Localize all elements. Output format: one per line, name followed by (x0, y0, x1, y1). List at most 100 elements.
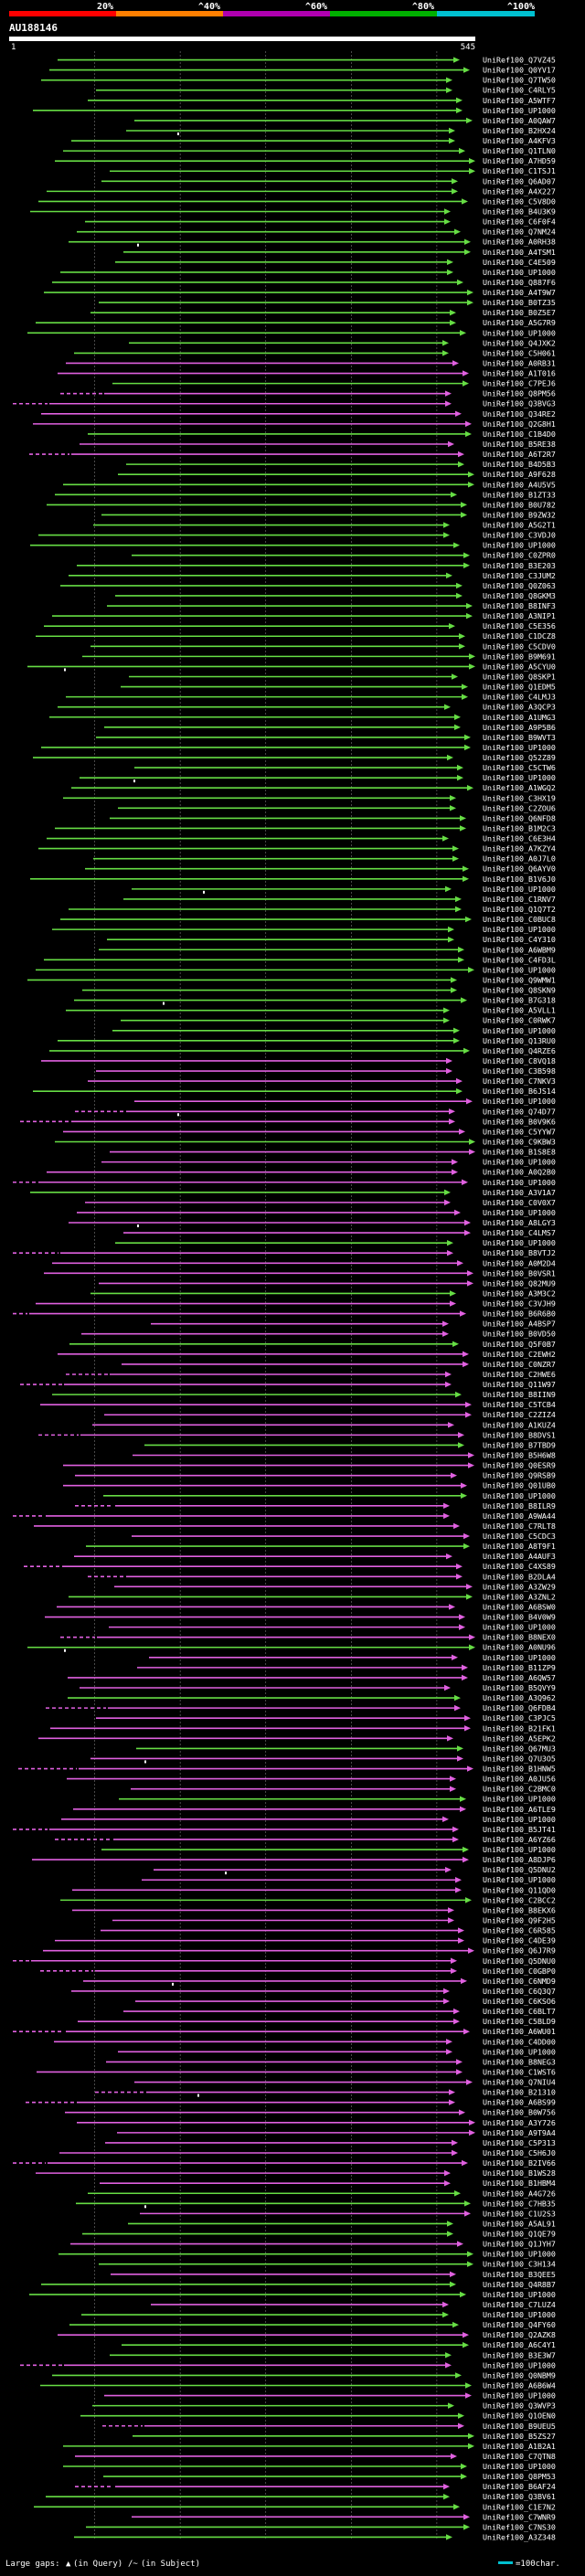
hits-group: UniRef100_Q7VZ45UniRef100_Q0YV17UniRef10… (13, 56, 556, 2541)
hit-label: UniRef100_B5H6W8 (483, 1451, 556, 1460)
hit-arrow (442, 2301, 449, 2308)
hit-label: UniRef100_C4Y310 (483, 935, 556, 944)
gap-marker (177, 1113, 179, 1117)
hit-arrow (453, 2008, 460, 2015)
hit-label: UniRef100_Q13RU0 (483, 1036, 556, 1045)
hit-label: UniRef100_Q4JXK2 (483, 338, 556, 347)
hit-label: UniRef100_C7WNR9 (483, 2512, 556, 2521)
hit-arrow (454, 714, 461, 720)
hit-arrow (446, 1057, 452, 1065)
hit-label: UniRef100_B8NEG3 (483, 2057, 556, 2066)
hit-arrow (455, 1877, 462, 1883)
hit-arrow (455, 1887, 462, 1893)
hit-label: UniRef100_A6QW57 (483, 1673, 556, 1682)
hit-label: UniRef100_Q4R8B7 (483, 2280, 556, 2289)
hit-label: UniRef100_B9ZW32 (483, 510, 556, 519)
hit-arrow (448, 936, 454, 943)
hit-label: UniRef100_A1WGQ2 (483, 783, 556, 792)
hit-label: UniRef100_A9P5B6 (483, 723, 556, 732)
hit-arrow (466, 602, 473, 610)
hit-label: UniRef100_Q1JYH7 (483, 2240, 556, 2249)
hit-arrow (455, 410, 462, 418)
footer-subject-text: (in Subject) (141, 2560, 200, 2569)
hit-arrow (450, 1776, 456, 1782)
hit-arrow (463, 2524, 470, 2530)
hit-arrow (450, 320, 456, 326)
hit-label: UniRef100_Q7NM24 (483, 228, 556, 237)
hit-label: UniRef100_UP1000 (483, 2047, 556, 2056)
hit-arrow (456, 97, 463, 103)
hit-arrow (443, 1017, 450, 1023)
scale-label: ^40% (198, 2, 220, 12)
hit-arrow (446, 1553, 452, 1560)
footer-gaps-label: Large gaps: (5, 2560, 60, 2569)
hit-arrow (465, 430, 472, 438)
hit-arrow (464, 744, 471, 751)
hit-arrow (446, 572, 452, 579)
query-bar-fill (9, 37, 475, 41)
hit-arrow (458, 947, 464, 953)
hit-arrow (459, 633, 465, 640)
hit-arrow (464, 2210, 471, 2217)
hit-label: UniRef100_A4KFV3 (483, 136, 556, 145)
hit-arrow (469, 1644, 475, 1650)
hit-label: UniRef100_A1B2A1 (483, 2442, 556, 2451)
hit-label: UniRef100_Q8PM53 (483, 2472, 556, 2481)
scale-segment (437, 11, 535, 16)
hit-arrow (465, 2382, 472, 2389)
hit-arrow (468, 471, 474, 478)
hit-label: UniRef100_B6JS14 (483, 1087, 556, 1096)
hit-arrow (468, 967, 474, 973)
hit-arrow (447, 1250, 453, 1256)
hit-arrow (444, 1684, 451, 1691)
hit-label: UniRef100_Q8SKN9 (483, 986, 556, 995)
hit-arrow (446, 1067, 452, 1075)
hit-label: UniRef100_C5BLD9 (483, 2017, 556, 2026)
gap-marker (64, 668, 66, 672)
legend-footer: Large gaps: ▲ (in Query) /~ (in Subject) =100… (5, 2560, 560, 2569)
hit-label: UniRef100_C8VQ18 (483, 1056, 556, 1065)
hit-arrow (467, 1280, 473, 1287)
hit-arrow (456, 107, 463, 114)
hit-arrow (463, 380, 469, 387)
hit-arrow (446, 2534, 452, 2540)
gap-marker (137, 1224, 139, 1228)
hit-arrow (469, 2129, 475, 2136)
hit-label: UniRef100_Q0YV17 (483, 66, 556, 75)
hit-arrow (465, 1412, 472, 1418)
hit-arrow (458, 451, 464, 458)
hit-label: UniRef100_B3E203 (483, 561, 556, 570)
hit-label: UniRef100_C5CDC3 (483, 1532, 556, 1541)
hit-arrow (452, 855, 459, 862)
hit-arrow (459, 1129, 465, 1135)
hit-label: UniRef100_C4FD3L (483, 955, 556, 964)
hit-arrow (451, 1967, 457, 1975)
hit-label: UniRef100_A5VLL1 (483, 1006, 556, 1015)
hit-label: UniRef100_A0JU56 (483, 1775, 556, 1784)
hit-label: UniRef100_Q9F2H5 (483, 1916, 556, 1925)
hit-label: UniRef100_Q11QD0 (483, 1885, 556, 1894)
hit-arrow (445, 1381, 452, 1388)
hit-arrow (466, 612, 473, 620)
hit-label: UniRef100_UP1000 (483, 2250, 556, 2259)
scale-segment (223, 11, 330, 16)
hit-arrow (443, 1988, 450, 1995)
hit-arrow (463, 865, 469, 872)
hit-arrow (447, 754, 453, 761)
hit-arrow (453, 2018, 460, 2025)
identity-scale-bar: 20% ^40% ^60% ^80% ^100% (9, 2, 535, 16)
hit-label: UniRef100_C6NMD9 (483, 1977, 556, 1986)
hit-label: UniRef100_B9WVT3 (483, 733, 556, 742)
hit-label: UniRef100_B8IIN9 (483, 1390, 556, 1399)
hit-arrow (453, 2504, 460, 2510)
hit-arrow (442, 350, 449, 356)
hit-arrow (444, 2179, 451, 2187)
hit-label: UniRef100_Q8SKP1 (483, 673, 556, 682)
hit-arrow (450, 1290, 456, 1297)
gap-marker (203, 890, 205, 894)
hit-arrow (445, 1866, 452, 1873)
hit-label: UniRef100_C7QTN8 (483, 2452, 556, 2461)
hit-label: UniRef100_C3HX19 (483, 793, 556, 802)
hit-label: UniRef100_C7LUZ4 (483, 2300, 556, 2309)
hit-arrow (461, 1977, 467, 1985)
